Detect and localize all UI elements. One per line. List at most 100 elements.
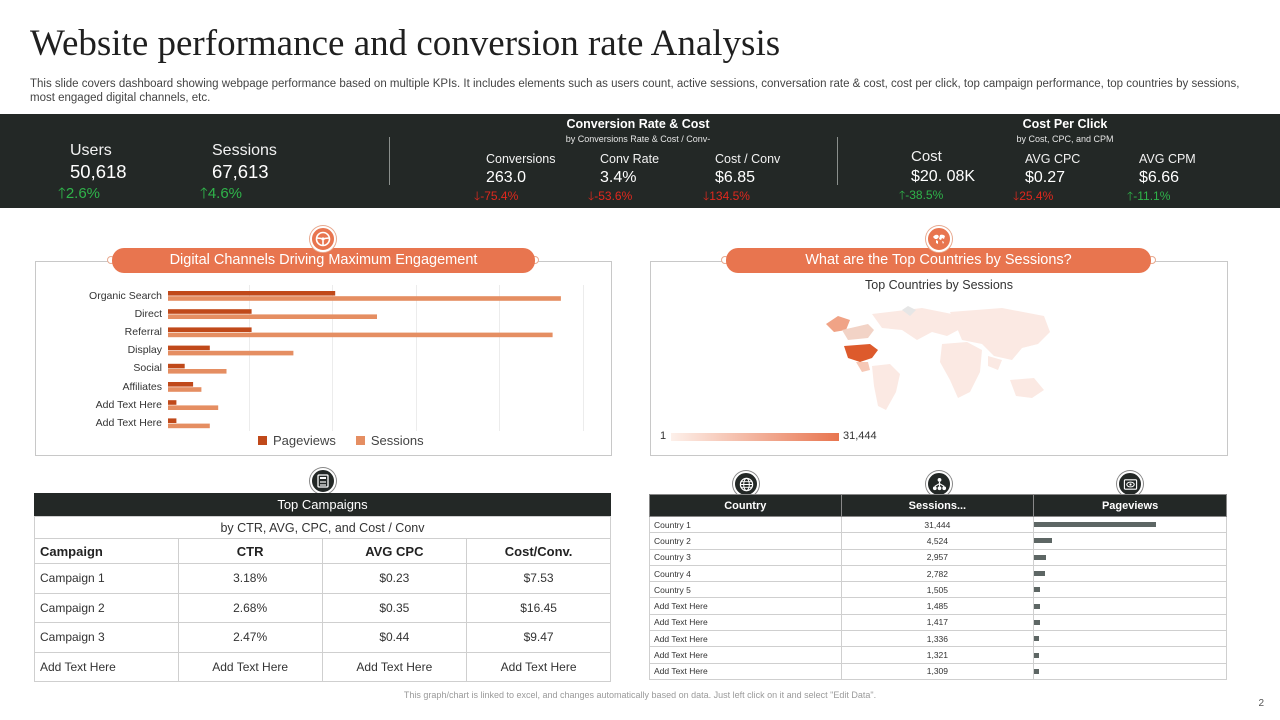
pageviews-bar [1034, 603, 1041, 609]
arrow-down-icon: 🡓 [1013, 189, 1020, 203]
avg-cpm-value: $6.66 [1139, 169, 1180, 186]
bar-pageviews [168, 418, 177, 423]
bar-category-label: Add Text Here [95, 399, 162, 411]
campaign-cost-conv: $7.53 [466, 563, 611, 594]
table-row: Add Text Here 1,321 [649, 646, 1227, 664]
country-name: Add Text Here [649, 630, 842, 648]
table-row: Add Text Here Add Text Here Add Text Her… [34, 651, 611, 682]
country-sessions: 1,505 [840, 581, 1035, 599]
campaign-ctr: 2.68% [177, 592, 323, 623]
campaign-avg-cpc: $0.44 [321, 622, 468, 653]
table-row: Campaign 3 2.47% $0.44 $9.47 [34, 622, 611, 653]
bar-category-label: Add Text Here [95, 417, 162, 429]
campaigns-header-row: Campaign CTR AVG CPC Cost/Conv. [34, 538, 611, 564]
table-row: Add Text Here 1,336 [649, 630, 1227, 648]
table-row: Country 2 4,524 [649, 532, 1227, 550]
campaign-cost-conv: Add Text Here [466, 651, 611, 682]
map-title: Top Countries by Sessions [865, 278, 1013, 292]
cost-label: Cost [911, 148, 942, 165]
country-sessions: 1,417 [840, 613, 1035, 632]
pageviews-bar [1034, 571, 1046, 577]
country-sessions: 1,485 [840, 597, 1035, 615]
arrow-up-icon: 🡑 [1127, 189, 1134, 203]
country-pageviews-cell [1033, 597, 1227, 615]
cost-change: 🡑-38.5% [899, 188, 944, 202]
users-label: Users [70, 142, 112, 159]
campaign-cost-conv: $16.45 [466, 592, 611, 623]
kpi-band: Users 50,618 🡑2.6% Sessions 67,613 🡑4.6%… [0, 114, 1280, 208]
legend-swatch-sessions [355, 435, 365, 445]
map-region-mexico [856, 362, 870, 372]
table-row: Campaign 1 3.18% $0.23 $7.53 [34, 563, 611, 594]
country-sessions: 2,957 [840, 548, 1035, 566]
table-row: Campaign 2 2.68% $0.35 $16.45 [34, 592, 611, 623]
arrow-up-icon: 🡑 [899, 188, 906, 202]
country-name: Country 3 [649, 548, 842, 566]
arrow-down-icon: 🡓 [703, 189, 710, 203]
map-region-canada [842, 324, 874, 340]
avg-cpc-label: AVG CPC [1025, 152, 1081, 166]
table-row: Add Text Here 1,309 [649, 662, 1227, 680]
channels-panel-title: Digital Channels Driving Maximum Engagem… [112, 248, 535, 273]
map-scale-min: 1 [660, 430, 667, 442]
campaigns-header-campaign: Campaign [34, 538, 179, 564]
sessions-label: Sessions [212, 142, 277, 159]
conversion-group-subtitle: by Conversions Rate & Cost / Conv- [565, 134, 711, 144]
campaigns-title: Top Campaigns [34, 493, 611, 516]
page-subtitle: This slide covers dashboard showing webp… [30, 78, 1240, 104]
conversions-value: 263.0 [486, 169, 527, 186]
country-name: Country 2 [649, 532, 842, 550]
conv-rate-change: 🡓-53.6% [588, 189, 633, 203]
users-change: 🡑2.6% [58, 185, 101, 202]
bar-sessions [168, 423, 210, 429]
country-pageviews-cell [1033, 548, 1227, 566]
countries-header-sessions: Sessions... [840, 494, 1035, 517]
page-number: 2 [1258, 698, 1264, 709]
cpc-group-subtitle: by Cost, CPC, and CPM [1016, 134, 1114, 144]
countries-header-pageviews: Pageviews [1033, 494, 1227, 517]
campaign-cost-conv: $9.47 [466, 622, 611, 653]
legend-swatch-pageviews [258, 435, 267, 445]
bar-sessions [168, 332, 553, 338]
country-sessions: 4,524 [840, 532, 1035, 550]
table-row: Country 1 31,444 [649, 515, 1227, 534]
bar-category-label: Social [133, 362, 162, 374]
avg-cpm-change: 🡑-11.1% [1127, 189, 1171, 203]
pageviews-bar [1034, 587, 1041, 593]
campaigns-subtitle-row: by CTR, AVG, CPC, and Cost / Conv [34, 516, 611, 539]
country-sessions: 2,782 [840, 564, 1035, 583]
pageviews-bar [1034, 619, 1041, 625]
cost-per-conv-change: 🡓134.5% [703, 189, 750, 203]
campaign-ctr: 3.18% [177, 563, 323, 594]
country-name: Add Text Here [649, 597, 842, 615]
country-sessions: 1,336 [840, 630, 1035, 648]
campaign-name: Campaign 1 [34, 563, 179, 594]
campaign-avg-cpc: $0.23 [321, 563, 468, 594]
bar-pageviews [168, 291, 336, 296]
bar-sessions [168, 296, 561, 301]
arrow-up-icon: 🡑 [58, 185, 66, 202]
country-name: Country 5 [649, 581, 842, 599]
table-row: Country 4 2,782 [649, 564, 1227, 583]
country-name: Country 1 [649, 515, 842, 534]
campaign-ctr: 2.47% [177, 622, 323, 653]
page-title: Website performance and conversion rate … [30, 23, 781, 64]
country-sessions: 1,321 [840, 646, 1035, 664]
country-pageviews-cell [1033, 613, 1227, 632]
campaigns-header-avg-cpc: AVG CPC [321, 538, 468, 564]
sessions-change: 🡑4.6% [200, 185, 243, 202]
bar-chart-labels: Organic Search Direct Referral Display S… [42, 290, 162, 430]
bar-pageviews [168, 382, 194, 387]
cost-per-conv-label: Cost / Conv [715, 152, 781, 166]
avg-cpm-label: AVG CPM [1139, 152, 1196, 166]
cost-value: $20. 08K [911, 168, 976, 185]
bar-sessions [168, 369, 227, 374]
bar-pageviews [168, 363, 185, 369]
country-pageviews-cell [1033, 630, 1227, 648]
bar-chart-plot [168, 285, 584, 431]
kpi-divider [389, 137, 390, 185]
campaign-name: Add Text Here [34, 651, 179, 682]
kpi-divider [837, 137, 838, 185]
pageviews-bar [1034, 636, 1040, 642]
users-value: 50,618 [70, 161, 127, 182]
